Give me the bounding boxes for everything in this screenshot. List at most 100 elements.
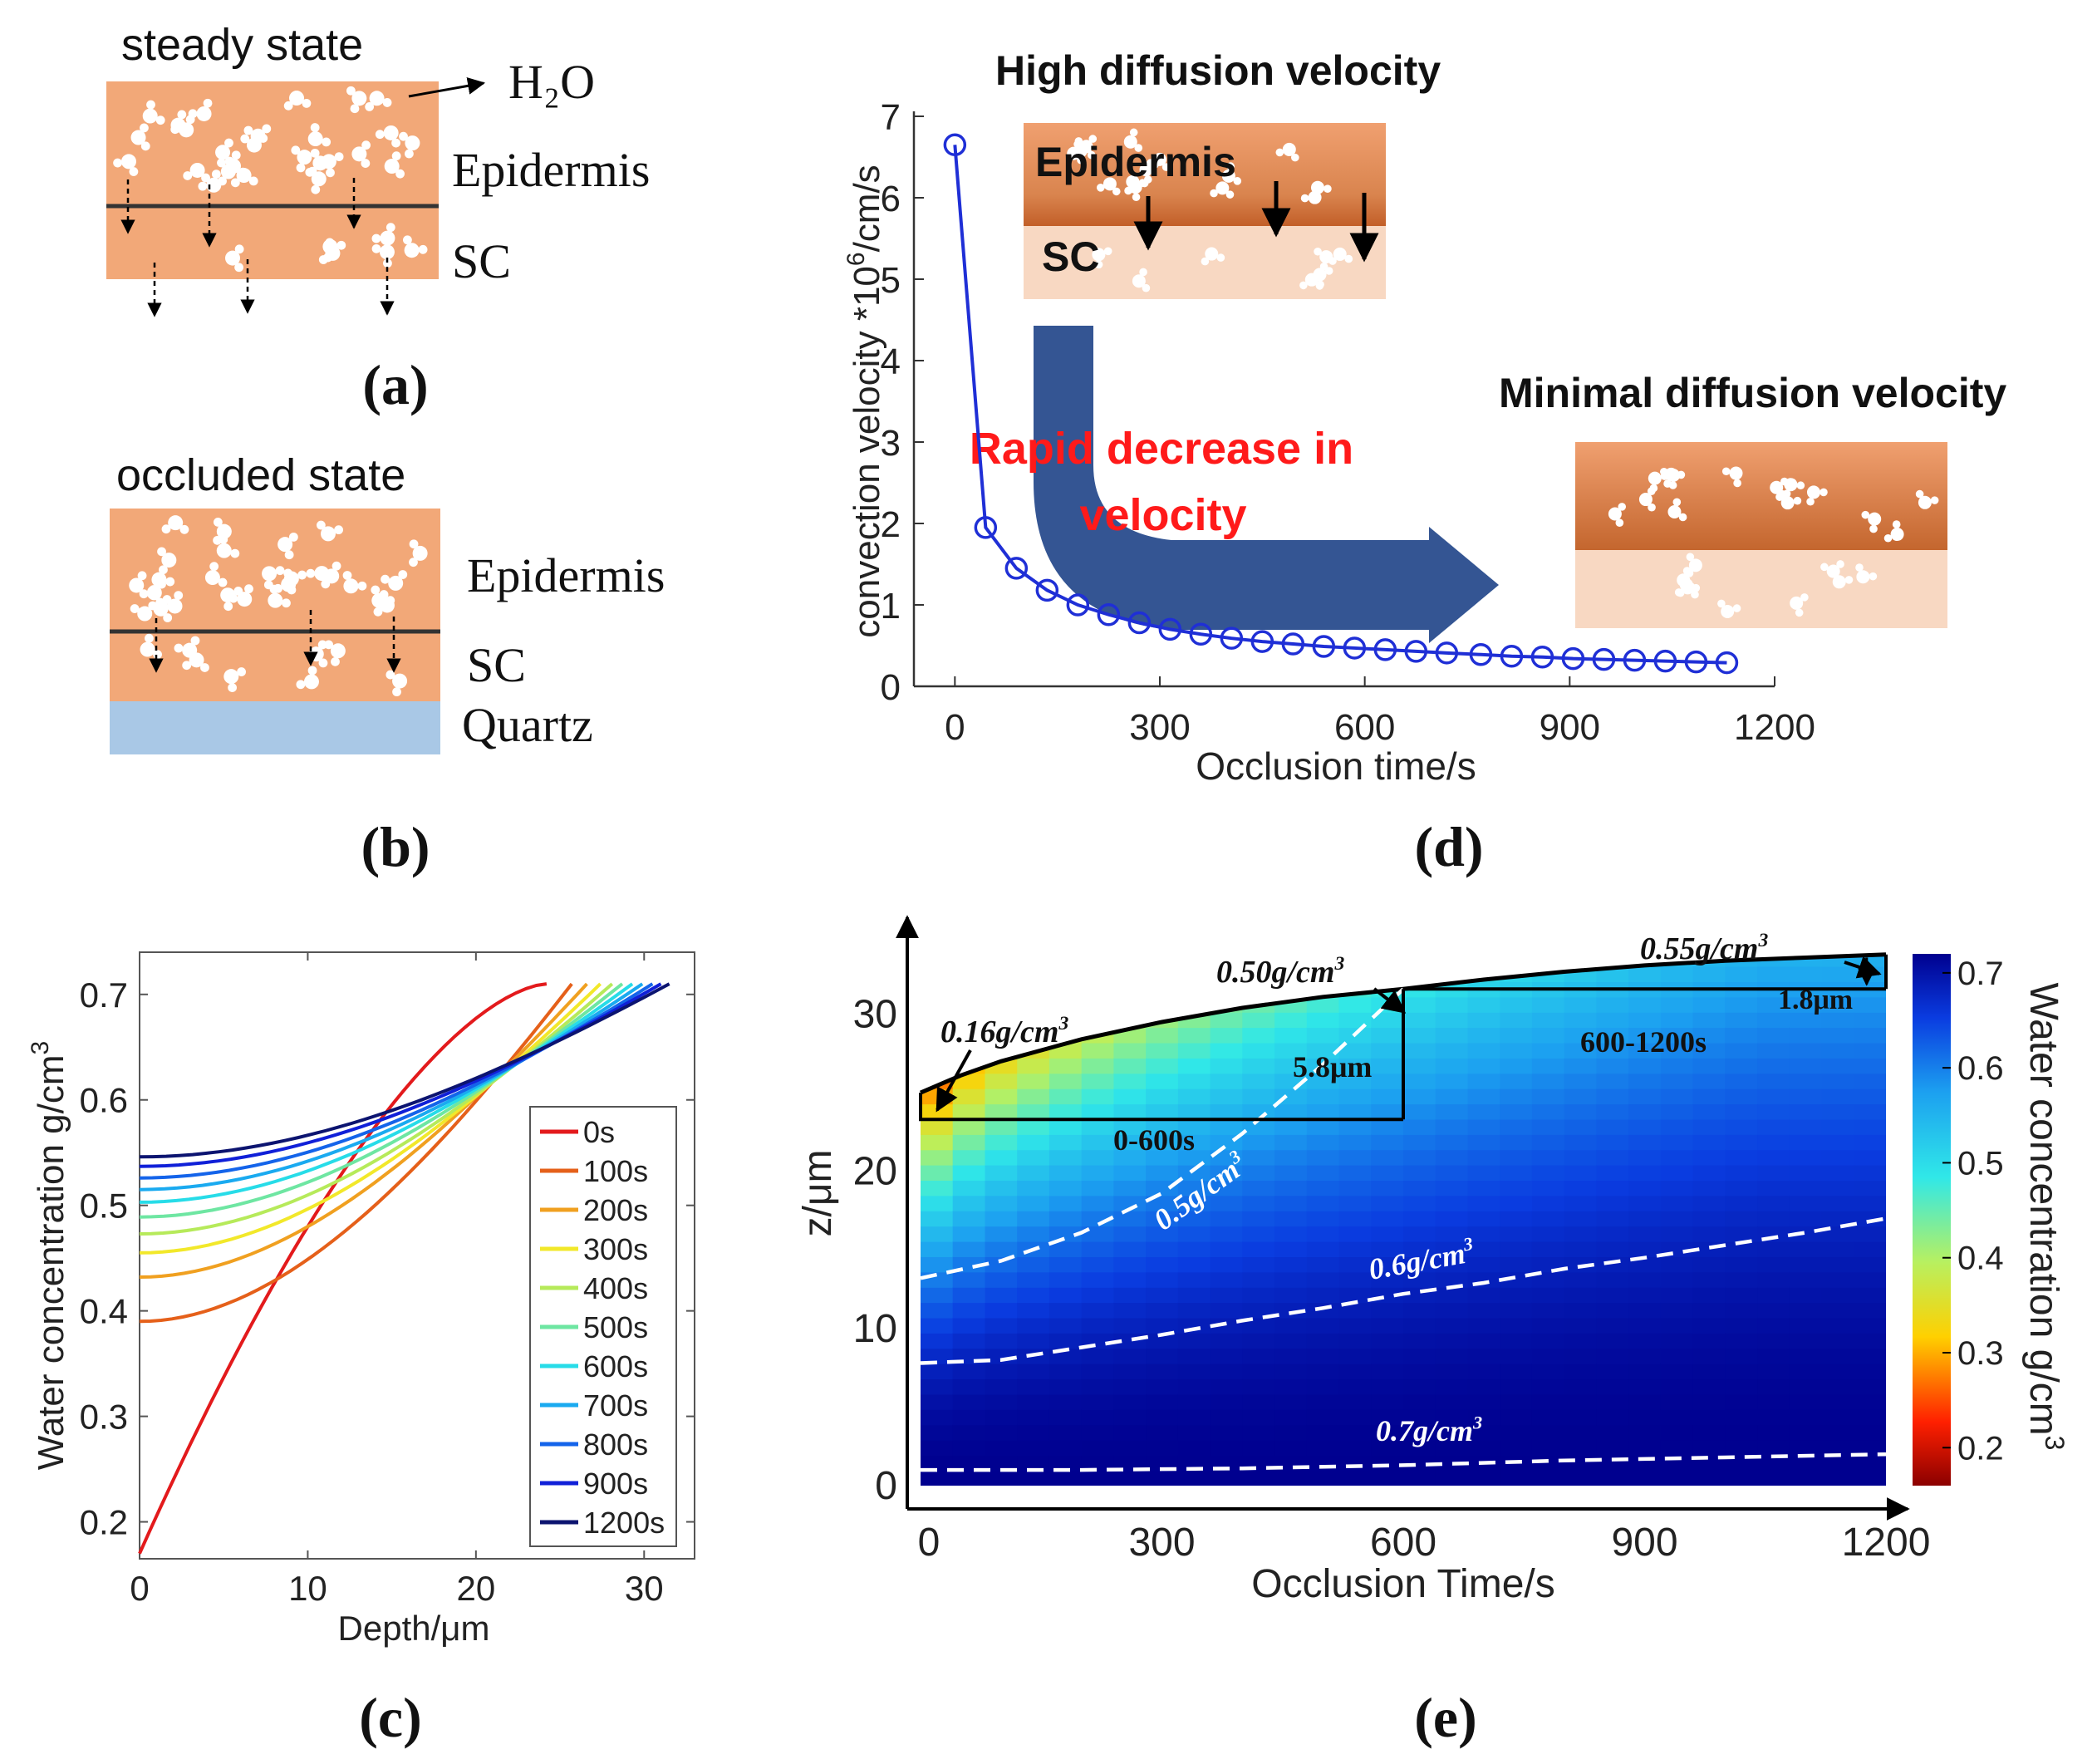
panel-b-title: occluded state [116, 450, 405, 500]
d-y-tick-label: 3 [881, 423, 901, 464]
water-molecule [1299, 273, 1324, 290]
water-molecules-a [113, 86, 428, 273]
water-molecule [240, 134, 268, 153]
c-legend-label: 500s [583, 1310, 648, 1344]
water-molecule [1820, 560, 1844, 578]
water-molecule [225, 244, 244, 273]
d-velocity-point [974, 516, 998, 539]
decrease-annotation-line2: velocity [1079, 490, 1246, 540]
water-molecule [1221, 162, 1242, 185]
d-velocity-point [1066, 593, 1090, 617]
water-molecule [1717, 599, 1741, 618]
c-series-300s [139, 982, 602, 1255]
d-velocity-point [1592, 647, 1616, 671]
c-x-axis-title: Depth/μm [338, 1609, 490, 1648]
water-molecule [1096, 177, 1121, 196]
chart-c: 0.2 0.3 0.4 0.5 0.6 0.7 0 10 20 30 Depth/μm Water c… [27, 951, 695, 1648]
water-molecule [324, 640, 346, 666]
e-surface-line [920, 952, 1887, 1095]
water-molecule [268, 584, 291, 608]
water-molecule [1638, 487, 1656, 512]
c-y-tick-label: 0.7 [80, 975, 128, 1015]
water-molecule [130, 601, 158, 622]
c-y-axis-title: Water concentration g/cm3 [27, 1041, 71, 1470]
panel-b: occluded state Epidermis SC Quartz (b) [110, 450, 665, 878]
water-molecule [321, 152, 344, 178]
e-y-tick-label: 0 [875, 1464, 897, 1508]
chart-d: 0 1 2 3 4 5 6 7 0 300 600 900 1200 Occlusion time/s co… [842, 97, 1815, 788]
water-molecule [213, 517, 232, 545]
e-y-tick-label: 20 [853, 1150, 897, 1194]
inset-high-diffusion: Epidermis SC [1024, 123, 1386, 299]
panel-d-low-title: Minimal diffusion velocity [1499, 370, 2006, 416]
panel-d: High diffusion velocity Minimal diffusio… [842, 47, 2006, 878]
c-legend-label: 900s [583, 1467, 648, 1501]
panel-a: steady state H₂O Epidermis SC (a) [106, 20, 650, 416]
d-y-tick-label: 5 [881, 260, 901, 301]
water-molecule [1883, 520, 1904, 543]
water-molecule [1314, 247, 1333, 271]
d-velocity-point [1561, 646, 1585, 671]
water-molecule [182, 652, 209, 672]
d-y-tick-label: 2 [881, 504, 901, 545]
c-y-tick-label: 0.5 [80, 1187, 128, 1226]
c-y-tick-label: 0.4 [80, 1292, 128, 1331]
water-molecule [1861, 510, 1882, 533]
water-molecule [371, 223, 395, 246]
e-contour-0.5 [920, 987, 1405, 1280]
decrease-arrow [1034, 326, 1499, 643]
quartz-layer [110, 701, 440, 754]
water-molecule [375, 125, 400, 148]
decrease-annotation-line1: Rapid decrease in [970, 424, 1353, 474]
e-colorbar-tick: 0.6 [1957, 1050, 2004, 1087]
d-velocity-point [943, 133, 967, 157]
d-velocity-point [1220, 626, 1244, 650]
e-annotation-58um: 5.8μm [1293, 1050, 1372, 1083]
inset-sc-label: SC [1042, 233, 1099, 280]
water-molecule [342, 571, 367, 594]
e-bracket-600-1200 [1403, 954, 1888, 991]
e-colorbar [1913, 954, 1951, 1486]
water-molecule [223, 667, 246, 692]
e-colorbar-tick: 0.5 [1957, 1145, 2004, 1182]
water-molecule [381, 570, 408, 591]
water-molecule [1309, 180, 1332, 201]
water-molecule [1778, 490, 1802, 510]
water-molecule [1608, 503, 1627, 527]
water-molecule [1068, 137, 1088, 160]
c-legend-label: 800s [583, 1427, 648, 1462]
water-molecule [277, 532, 298, 560]
e-colorbar-tick: 0.4 [1957, 1241, 2004, 1277]
water-molecules-b [129, 515, 428, 697]
panel-b-sc: SC [467, 638, 526, 692]
c-y-tick-label: 0.2 [80, 1503, 128, 1542]
d-velocity-point [1343, 636, 1367, 660]
water-molecule [1092, 247, 1112, 269]
water-molecule [1721, 466, 1743, 488]
inset-diffusion-arrows [1133, 181, 1379, 263]
water-molecule [1275, 142, 1299, 162]
panel-b-epidermis: Epidermis [467, 548, 665, 602]
d-x-tick-label: 1200 [1734, 707, 1815, 748]
e-contour-0.6 [920, 1216, 1887, 1365]
c-legend-label: 300s [583, 1232, 648, 1266]
water-molecule [318, 238, 341, 264]
panel-d-high-title: High diffusion velocity [995, 47, 1441, 94]
water-molecule [113, 154, 139, 176]
e-colorbar-tick: 0.2 [1957, 1430, 2004, 1467]
water-molecule [142, 100, 165, 125]
water-molecule [262, 566, 285, 590]
d-velocity-point [1281, 632, 1305, 656]
d-velocity-point [1035, 578, 1059, 602]
water-molecule [157, 547, 177, 575]
d-velocity-point [1312, 635, 1336, 658]
e-y-tick-label: 10 [853, 1307, 897, 1351]
water-molecule [316, 520, 344, 542]
d-velocity-point [1250, 630, 1274, 653]
panel-c: 0.2 0.3 0.4 0.5 0.6 0.7 0 10 20 30 Depth/μm Water c… [27, 951, 695, 1749]
water-molecule [296, 666, 319, 690]
d-x-axis-title: Occlusion time/s [1196, 744, 1476, 788]
water-molecule [1915, 489, 1939, 509]
d-velocity-line [953, 145, 1727, 665]
